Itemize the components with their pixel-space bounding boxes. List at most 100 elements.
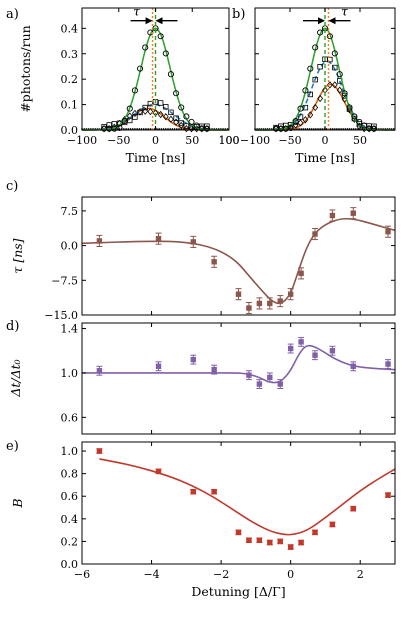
data-point — [235, 529, 242, 536]
data-point — [246, 537, 252, 543]
y-tick-label: 1.4 — [61, 323, 79, 336]
baseline-point — [149, 128, 152, 130]
data-marker-series-0 — [162, 50, 169, 57]
data-marker-series-0 — [336, 71, 343, 78]
data-marker-series-2 — [157, 110, 164, 119]
data-point — [329, 212, 336, 219]
baseline-point — [317, 128, 319, 130]
baseline-point — [342, 128, 345, 130]
data-point — [267, 539, 273, 546]
data-marker-series-1 — [106, 122, 112, 128]
data-marker-series-1 — [137, 109, 143, 116]
x-tick-label: −50 — [107, 134, 130, 147]
data-point — [211, 489, 217, 495]
data-point — [277, 381, 283, 387]
baseline-point — [138, 128, 141, 130]
x-tick-label: −100 — [240, 134, 270, 147]
data-point — [96, 448, 103, 454]
data-marker-series-1 — [307, 91, 313, 98]
tau-annotation: τ — [341, 4, 349, 19]
baseline-point — [331, 128, 334, 130]
y-tick-label: 0.0 — [61, 240, 79, 253]
baseline-point — [296, 128, 298, 130]
data-marker-series-0 — [302, 87, 309, 94]
x-tick-label: 0 — [152, 134, 159, 147]
data-point — [298, 539, 304, 546]
data-point — [246, 305, 252, 311]
tau-annotation: τ — [133, 4, 141, 19]
data-point — [287, 345, 294, 352]
data-marker-series-0 — [167, 71, 174, 78]
data-marker-series-0 — [346, 104, 353, 111]
x-tick-label: 50 — [185, 134, 199, 147]
data-marker-series-0 — [183, 113, 190, 120]
y-tick-label: 0.6 — [61, 411, 79, 424]
baseline-point — [319, 128, 321, 130]
data-point — [287, 544, 294, 550]
data-point — [211, 366, 217, 373]
baseline-point — [312, 128, 315, 130]
data-marker-series-1 — [178, 120, 184, 126]
baseline-point — [348, 128, 351, 130]
data-marker-series-0 — [326, 33, 333, 40]
data-marker-series-2 — [297, 119, 304, 127]
data-marker-series-1 — [147, 100, 154, 107]
panel-label: b) — [232, 7, 245, 22]
x-axis-label: Detuning [Δ/Γ] — [191, 584, 285, 599]
data-marker-series-2 — [331, 81, 338, 89]
data-point — [190, 489, 196, 495]
data-marker-series-0 — [287, 124, 294, 132]
baseline-point — [167, 128, 169, 130]
baseline-point — [131, 128, 134, 130]
data-point — [350, 363, 356, 369]
data-point — [385, 229, 391, 235]
baseline-point — [315, 128, 317, 130]
data-marker-series-2 — [317, 94, 324, 103]
baseline-point — [136, 128, 139, 130]
data-marker-series-2 — [168, 115, 174, 123]
plot-frame-e — [81, 441, 396, 565]
data-marker-series-2 — [326, 81, 333, 89]
y-tick-label: −15.0 — [44, 309, 78, 322]
baseline-point — [147, 128, 150, 130]
panel-label: d) — [6, 319, 19, 334]
data-marker-series-2 — [147, 108, 154, 116]
y-tick-label: 0.1 — [61, 99, 79, 112]
data-point — [190, 356, 196, 363]
fit-curve — [82, 344, 396, 384]
data-point — [312, 352, 318, 358]
data-marker-series-0 — [178, 104, 185, 111]
data-marker-series-1 — [157, 100, 164, 106]
data-point — [287, 291, 294, 297]
data-marker-series-2 — [178, 121, 185, 130]
data-point — [256, 537, 263, 543]
fit-curve — [99, 458, 396, 536]
data-point — [211, 259, 217, 265]
baseline-point — [333, 128, 336, 130]
baseline-point — [354, 128, 357, 130]
x-tick-label: 100 — [219, 134, 240, 147]
data-marker-series-0 — [317, 29, 324, 36]
data-point — [298, 270, 304, 277]
baseline-point — [350, 128, 353, 130]
baseline-point — [171, 128, 174, 130]
data-point — [329, 348, 336, 354]
y-tick-label: 0.2 — [61, 535, 79, 548]
data-marker-series-0 — [131, 87, 138, 94]
y-tick-label: 0.0 — [61, 124, 79, 137]
y-tick-label: 7.5 — [61, 205, 79, 218]
x-tick-label: −50 — [278, 134, 301, 147]
data-point — [235, 291, 242, 297]
data-point — [256, 381, 263, 387]
baseline-point — [302, 128, 305, 130]
y-axis-label: B — [10, 498, 25, 508]
data-point — [267, 374, 273, 381]
data-marker-series-0 — [297, 105, 304, 112]
panel-label: e) — [6, 439, 19, 454]
data-point — [96, 368, 103, 374]
baseline-point — [308, 128, 311, 130]
data-point — [267, 300, 273, 307]
data-marker-series-0 — [188, 118, 195, 125]
panel-label: c) — [6, 179, 18, 194]
